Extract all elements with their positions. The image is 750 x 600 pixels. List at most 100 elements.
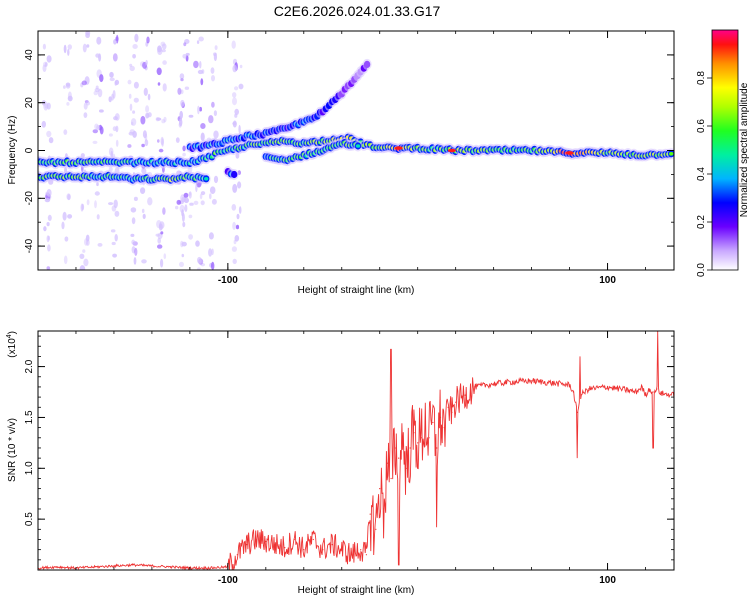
noise-speck xyxy=(131,217,136,225)
noise-speck xyxy=(188,214,193,219)
noise-speck xyxy=(82,43,87,53)
snr-frame xyxy=(37,330,675,571)
noise-speck xyxy=(162,207,166,215)
noise-speck xyxy=(238,124,241,134)
noise-speck xyxy=(93,90,98,96)
noise-speck xyxy=(179,118,183,127)
noise-speck xyxy=(181,241,187,247)
snr-point xyxy=(420,437,423,439)
noise-speck xyxy=(239,64,243,69)
noise-speck xyxy=(111,205,117,212)
noise-speck xyxy=(147,93,151,101)
noise-speck xyxy=(111,241,116,246)
noise-speck xyxy=(161,138,164,147)
snr-point xyxy=(94,566,96,568)
noise-speck xyxy=(147,197,153,206)
snr-point xyxy=(405,467,407,469)
noise-speck xyxy=(200,123,206,129)
noise-speck xyxy=(95,53,100,58)
noise-speck xyxy=(61,221,65,230)
snr-point xyxy=(331,544,333,546)
snr-point xyxy=(350,554,352,556)
noise-speck xyxy=(185,52,190,56)
track-upper-branch xyxy=(185,58,372,154)
snr-y-label: SNR (10 * v/v) xyxy=(7,418,18,482)
noise-speck xyxy=(44,198,51,203)
noise-speck xyxy=(46,222,50,227)
noise-speck xyxy=(129,65,135,72)
noise-speck xyxy=(141,168,147,174)
snr-point xyxy=(644,394,647,396)
snr-panel: -100 100 0.5 1.0 1.5 2.0 Height of straight … xyxy=(6,330,675,596)
snr-point xyxy=(464,394,466,396)
noise-speck xyxy=(114,81,118,86)
snr-point xyxy=(511,381,514,383)
noise-speck xyxy=(46,130,52,138)
noise-speck xyxy=(231,40,236,49)
noise-speck xyxy=(95,85,99,90)
noise-speck xyxy=(85,32,90,39)
track-core xyxy=(204,177,209,181)
noise-speck xyxy=(63,129,68,135)
noise-speck xyxy=(211,248,214,256)
snr-point xyxy=(322,549,324,551)
noise-speck xyxy=(63,255,68,265)
noise-speck xyxy=(183,197,189,204)
noise-speck xyxy=(208,232,214,240)
snr-point xyxy=(246,544,248,546)
y-tick-label: 1.5 xyxy=(24,410,35,424)
noise-speck xyxy=(157,237,161,244)
noise-speck xyxy=(133,81,139,89)
noise-speck xyxy=(112,90,116,99)
snr-point xyxy=(284,547,286,549)
noise-speck xyxy=(189,202,194,206)
track-core xyxy=(355,144,361,148)
snr-point xyxy=(312,538,314,541)
noise-speck xyxy=(108,96,112,103)
snr-point xyxy=(641,386,643,388)
noise-speck xyxy=(182,221,186,228)
svg-text:(x104): (x104) xyxy=(6,331,18,358)
noise-speck xyxy=(94,200,97,209)
noise-speck xyxy=(142,130,147,139)
snr-point xyxy=(588,388,590,390)
noise-speck xyxy=(193,200,199,205)
noise-speck xyxy=(41,120,46,128)
noise-speck xyxy=(96,214,100,220)
noise-speck xyxy=(145,59,148,66)
noise-speck xyxy=(232,221,237,230)
noise-speck xyxy=(81,80,88,86)
noise-speck xyxy=(129,103,133,112)
colorbar-tick-label: 0.8 xyxy=(696,71,707,85)
snr-point xyxy=(170,566,172,568)
noise-speck xyxy=(44,104,49,109)
track-body xyxy=(231,170,238,179)
noise-speck xyxy=(157,244,163,249)
noise-speck xyxy=(131,239,136,245)
noise-speck xyxy=(195,240,200,247)
noise-speck xyxy=(128,93,132,99)
noise-speck xyxy=(46,235,50,243)
noise-speck xyxy=(184,86,190,90)
noise-speck xyxy=(213,130,219,139)
noise-speck xyxy=(211,75,215,82)
noise-speck xyxy=(133,257,137,265)
y-tick-label: 0.5 xyxy=(24,512,35,526)
snr-point xyxy=(369,513,371,515)
colorbar-tick-label: 0.0 xyxy=(696,263,707,277)
snr-point xyxy=(132,564,134,566)
snr-point xyxy=(56,566,58,568)
noise-speck xyxy=(131,246,136,254)
noise-speck xyxy=(160,231,164,235)
y-tick-label: 40 xyxy=(24,49,35,61)
noise-speck xyxy=(97,243,103,247)
snr-point xyxy=(390,477,392,480)
noise-speck xyxy=(175,205,179,210)
noise-speck xyxy=(213,175,219,184)
snr-point xyxy=(432,421,434,424)
snr-point xyxy=(113,565,115,567)
colorbar-tick-label: 0.4 xyxy=(696,167,707,181)
noise-speck xyxy=(161,49,166,53)
noise-speck xyxy=(157,139,160,143)
noise-speck xyxy=(162,60,167,65)
